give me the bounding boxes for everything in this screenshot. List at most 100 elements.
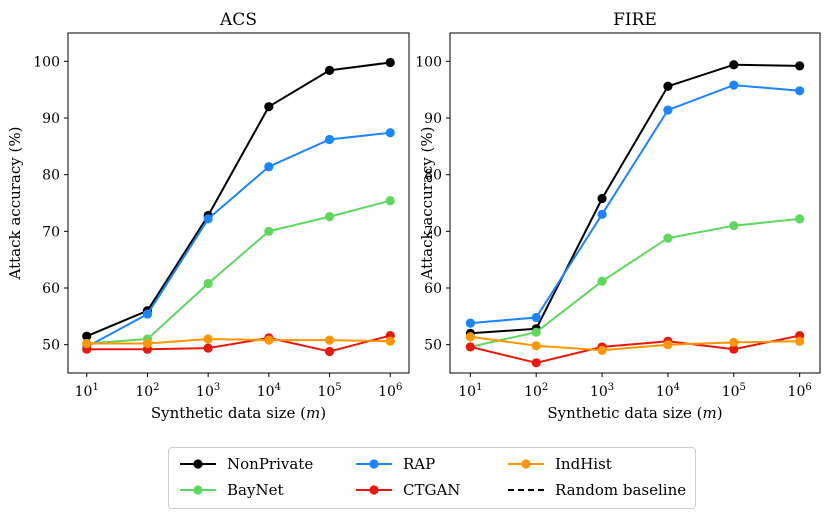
data-point-rap xyxy=(264,162,274,172)
legend-item-ctgan: CTGAN xyxy=(353,479,460,501)
data-point-rap xyxy=(465,318,475,328)
series-line-baynet xyxy=(86,199,391,345)
legend-label: RAP xyxy=(403,455,436,473)
data-point-nonprivate xyxy=(795,61,805,71)
data-point-indhist xyxy=(385,336,395,346)
x-tick-label: 104 xyxy=(656,382,680,400)
data-point-rap xyxy=(729,80,739,90)
x-tick-label: 102 xyxy=(135,382,159,400)
series-line-rap xyxy=(86,131,391,348)
legend-swatch xyxy=(508,459,544,469)
chart-panel-acs: ACS 50 60 70 80 90 100 101 102 103 104 105 106 Synthe… xyxy=(6,10,410,422)
x-tick-label: 103 xyxy=(196,382,220,400)
series-line-ctgan xyxy=(470,334,800,364)
x-tick-label: 104 xyxy=(257,382,281,400)
data-point-ctgan xyxy=(465,342,475,352)
y-tick-label: 90 xyxy=(424,111,442,127)
series-indhist xyxy=(465,332,805,355)
series-line-rap xyxy=(470,84,800,325)
series-ctgan xyxy=(465,331,805,368)
data-point-rap xyxy=(663,105,673,115)
data-point-baynet xyxy=(324,212,335,222)
y-tick-label: 60 xyxy=(424,281,442,297)
x-axis-label: Synthetic data size (m) xyxy=(151,404,326,422)
legend-label: CTGAN xyxy=(403,481,461,499)
series-line-indhist xyxy=(86,337,391,345)
legend-item-rap: RAP xyxy=(353,453,435,475)
series-line-ctgan xyxy=(86,334,391,353)
legend-item-random-baseline: Random baseline xyxy=(505,479,686,501)
y-tick-label: 100 xyxy=(415,54,442,70)
data-point-indhist xyxy=(729,337,739,347)
data-point-baynet xyxy=(729,221,739,231)
legend-item-baynet: BayNet xyxy=(177,479,283,501)
chart-title: ACS xyxy=(219,10,257,30)
legend-swatch xyxy=(180,485,216,495)
data-point-baynet xyxy=(385,196,395,206)
data-point-rap xyxy=(795,86,805,96)
legend-swatch xyxy=(356,459,392,469)
y-tick-label: 70 xyxy=(424,224,442,240)
chart-panel-fire: FIRE 50 60 70 80 90 100 101 102 103 104 105 106 Synth… xyxy=(415,10,821,422)
data-point-indhist xyxy=(531,341,541,351)
legend-label: NonPrivate xyxy=(227,455,314,473)
x-tick-label: 101 xyxy=(458,382,482,400)
x-axis-label: Synthetic data size (m) xyxy=(547,404,722,422)
y-tick-label: 80 xyxy=(42,168,60,184)
data-point-indhist xyxy=(203,334,213,344)
axes-frame xyxy=(67,32,410,374)
legend-swatch xyxy=(356,485,392,495)
x-tick-label: 102 xyxy=(524,382,548,400)
data-point-indhist xyxy=(264,335,274,345)
y-tick-label: 70 xyxy=(42,224,60,240)
legend-item-indhist: IndHist xyxy=(505,453,612,475)
legend-label: Random baseline xyxy=(555,481,687,499)
x-tick-label: 106 xyxy=(788,382,812,400)
legend-label: IndHist xyxy=(555,455,612,473)
series-rap xyxy=(465,80,805,328)
data-point-nonprivate xyxy=(385,57,395,68)
legend-swatch xyxy=(180,459,216,469)
chart-title: FIRE xyxy=(613,10,657,30)
y-tick-label: 80 xyxy=(424,168,442,184)
data-point-rap xyxy=(597,209,607,219)
legend-item-nonprivate: NonPrivate xyxy=(177,453,313,475)
data-point-baynet xyxy=(597,276,607,286)
y-axis-label: Attack accuracy (%) xyxy=(6,127,24,281)
y-tick-label: 50 xyxy=(424,338,442,354)
figure: ACS 50 60 70 80 90 100 101 102 103 104 105 106 Synthe… xyxy=(6,10,821,422)
data-point-baynet xyxy=(795,214,805,224)
y-tick-label: 50 xyxy=(42,338,60,354)
series-indhist xyxy=(82,334,395,349)
data-point-nonprivate xyxy=(324,65,335,75)
data-point-baynet xyxy=(264,226,274,236)
data-point-ctgan xyxy=(203,343,213,353)
data-point-indhist xyxy=(597,345,607,355)
data-point-baynet xyxy=(663,233,673,243)
series-line-indhist xyxy=(470,335,800,352)
data-point-nonprivate xyxy=(663,81,673,91)
data-point-indhist xyxy=(142,338,153,349)
series-nonprivate xyxy=(82,57,395,341)
data-point-nonprivate xyxy=(264,102,274,112)
x-tick-label: 103 xyxy=(590,382,614,400)
series-baynet xyxy=(82,196,395,349)
data-point-rap xyxy=(531,312,541,323)
data-point-ctgan xyxy=(531,358,541,368)
legend: NonPrivate RAP IndHist BayNet CTGAN Random ba… xyxy=(168,447,696,509)
data-point-baynet xyxy=(203,278,213,289)
series-nonprivate xyxy=(465,60,805,338)
data-point-indhist xyxy=(795,336,805,346)
data-point-baynet xyxy=(531,327,541,337)
data-point-nonprivate xyxy=(82,331,92,341)
legend-label: BayNet xyxy=(227,481,284,499)
data-point-rap xyxy=(142,309,153,319)
x-tick-label: 101 xyxy=(75,382,99,400)
y-axis-label: Attack accuracy (%) xyxy=(418,127,436,281)
data-point-indhist xyxy=(663,340,673,350)
data-point-nonprivate xyxy=(729,60,739,70)
data-point-indhist xyxy=(82,338,92,349)
data-point-rap xyxy=(385,128,395,138)
data-point-rap xyxy=(203,214,213,224)
axes-frame xyxy=(449,32,821,374)
